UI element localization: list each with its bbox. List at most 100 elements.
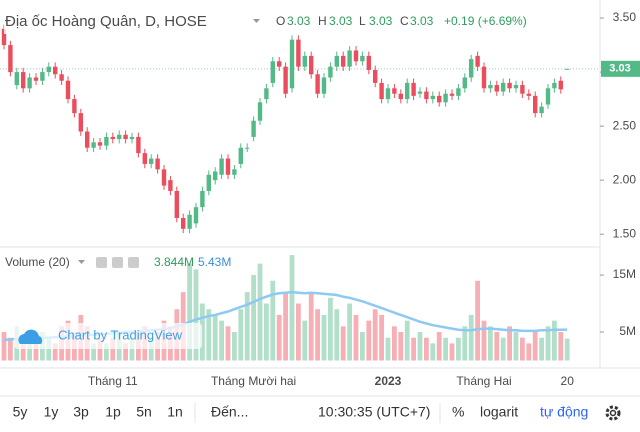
range-button[interactable]: 5y [13,404,28,420]
candle-body [475,55,480,67]
candle-body [27,77,32,89]
volume-bar [404,320,410,361]
candle-body [168,180,173,191]
volume-bar [212,314,218,361]
candle-body [398,93,403,100]
percent-button[interactable]: % [452,404,464,420]
candle-body [129,136,135,140]
last-price-label: 3.03 [609,63,630,75]
dropdown-icon [78,260,85,264]
candle-body [443,93,448,103]
candle-body [232,169,237,175]
x-tick-label: Tháng Mười hai [211,374,296,388]
volume-bar [193,269,199,361]
volume-bar [244,292,250,361]
candle-body [213,171,218,181]
candle-body [353,50,359,62]
legend-value: 3.03 [287,14,311,28]
candle-body [85,131,90,148]
candle-body [526,93,531,96]
close-icon[interactable] [128,257,139,268]
volume-bar [475,280,480,361]
candle-body [430,95,435,100]
volume-bar [257,263,263,361]
volume-bar [123,343,128,361]
candle-body [501,82,506,92]
range-button[interactable]: 1p [105,404,121,420]
volume-bar [507,326,512,361]
volume-bar [398,332,404,361]
volume-bar [308,292,314,361]
candle-body [341,55,346,67]
y-tick-label: 2.50 [613,118,637,132]
candle-body [161,169,167,186]
volume-bar [385,337,391,361]
candle-body [283,66,288,94]
candle-body [539,106,544,114]
settings-icon[interactable] [112,257,123,268]
range-button[interactable]: 1y [44,404,59,420]
volume-bar [52,343,58,361]
candle-body [104,136,109,146]
volume-bar [219,320,224,361]
watermark-logo [18,329,43,344]
candle-body [219,158,224,175]
x-tick-label: 20 [561,374,575,388]
volume-bar [91,343,96,361]
volume-bar [321,314,327,361]
volume-bar [1,332,7,361]
candle-body [46,66,51,73]
range-button[interactable]: 1n [167,404,183,420]
candle-body [417,91,423,94]
volume-bar [104,343,109,361]
candle-body [270,61,275,83]
candle-body [59,74,64,81]
goto-button[interactable]: Đến... [211,404,248,420]
settings-gear[interactable] [605,405,621,421]
volume-bar [520,337,525,361]
eye-icon[interactable] [96,257,107,268]
candle-body [558,80,563,90]
last-price-badge [601,60,640,77]
candle-body [379,82,384,100]
range-button[interactable]: 5n [136,404,152,420]
watermark: Chart by TradingView [58,327,183,342]
volume-bar [296,303,301,361]
log-button[interactable]: logarit [480,404,518,420]
volume-bar [33,343,39,361]
volume-bar [27,337,32,361]
candle-body [469,59,474,78]
watermark-bg [14,323,202,349]
y-tick-label: 3.50 [613,10,637,24]
candle-body [277,61,282,67]
volume-bar [328,297,333,361]
candle-body [462,77,467,89]
volume-bar [232,332,237,361]
range-button[interactable]: 3p [73,404,89,420]
volume-bar [8,337,13,361]
legend-value: 3.03 [410,14,434,28]
chart-title: Địa ốc Hoàng Quân, D, HOSE [5,13,207,30]
volume-bar [270,280,276,361]
legend-label: L [359,14,366,28]
volume-bar [449,343,455,361]
volume-title: Volume (20) [5,255,70,269]
candle-body [411,82,416,96]
gear-hub [609,409,617,417]
candle-body [110,136,115,140]
volume-bar [187,263,192,361]
volume-bar [513,332,519,361]
ma-value: 5.43M [198,255,231,269]
volume-bar [539,337,544,361]
candle-body [187,214,192,229]
auto-button[interactable]: tự động [540,404,588,420]
candle-body [238,147,243,164]
candle-body [193,207,199,224]
volume-bar [366,320,372,361]
candle-body [174,190,179,218]
volume-bar [283,292,288,361]
legend-value: 3.03 [369,14,393,28]
candle-body [296,39,301,67]
volume-bar [462,326,468,361]
